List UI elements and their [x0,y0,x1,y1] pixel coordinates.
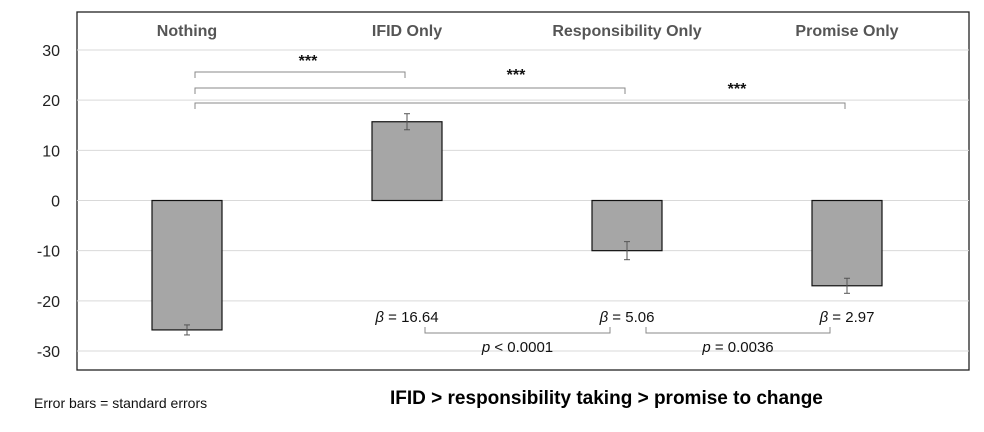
bar [811,199,883,287]
y-tick-label: 30 [42,43,60,60]
beta-symbol: β [374,309,384,326]
significance-label: *** [728,81,747,98]
plot-frame [76,11,970,371]
chart: 30 20 10 0 -10 -20 -30 Nothing IFID Only Respons… [37,11,970,371]
category-label: Responsibility Only [552,23,701,40]
bar [371,121,443,202]
beta-symbol: β [819,309,829,326]
significance-bracket [194,87,626,94]
significance-label: *** [507,67,526,84]
bars [151,113,883,336]
category-labels: Nothing IFID Only Responsibility Only Promi… [157,23,899,40]
category-label: Nothing [157,23,217,40]
p-symbol: p [701,339,710,356]
beta-label: β = 2.97 [819,309,875,326]
p-value: < 0.0001 [490,339,553,356]
category-label: Promise Only [795,23,898,40]
beta-label: β = 5.06 [599,309,655,326]
p-value-bracket [645,327,831,334]
beta-labels: β = 16.64 β = 5.06 β = 2.97 [374,309,874,326]
significance-label: *** [299,53,318,70]
significance-brackets: *** *** *** [194,53,846,109]
y-tick-label: 10 [42,143,60,160]
p-value-bracket [424,327,611,334]
p-value-comparisons: p < 0.0001 p = 0.0036 [424,327,831,356]
p-value: = 0.0036 [711,339,774,356]
significance-bracket [194,102,846,109]
p-value-label: p < 0.0001 [481,339,553,356]
beta-value: = 16.64 [384,309,439,326]
p-value-label: p = 0.0036 [701,339,773,356]
beta-label: β = 16.64 [374,309,438,326]
significance-bracket [194,71,406,78]
y-tick-label: -30 [37,344,60,361]
y-tick-label: 0 [51,194,60,211]
beta-value: = 5.06 [608,309,654,326]
y-tick-label: 20 [42,93,60,110]
summary-title: IFID > responsibility taking > promise t… [390,388,823,409]
y-tick-label: -20 [37,294,60,311]
beta-value: = 2.97 [828,309,874,326]
error-bar-note: Error bars = standard errors [34,395,208,411]
y-tick-label: -10 [37,244,60,261]
y-axis: 30 20 10 0 -10 -20 -30 [37,43,60,361]
beta-symbol: β [599,309,609,326]
category-label: IFID Only [372,23,442,40]
bar [151,199,223,331]
p-symbol: p [481,339,490,356]
